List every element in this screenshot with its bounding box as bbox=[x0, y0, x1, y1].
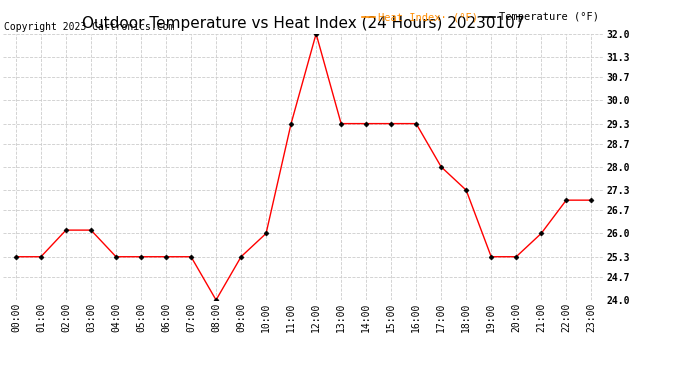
Text: Copyright 2023 Cartronics.com: Copyright 2023 Cartronics.com bbox=[4, 22, 175, 32]
Legend: Heat Index· (°F), Temperature (°F): Heat Index· (°F), Temperature (°F) bbox=[362, 12, 598, 22]
Title: Outdoor Temperature vs Heat Index (24 Hours) 20230107: Outdoor Temperature vs Heat Index (24 Ho… bbox=[82, 16, 525, 31]
